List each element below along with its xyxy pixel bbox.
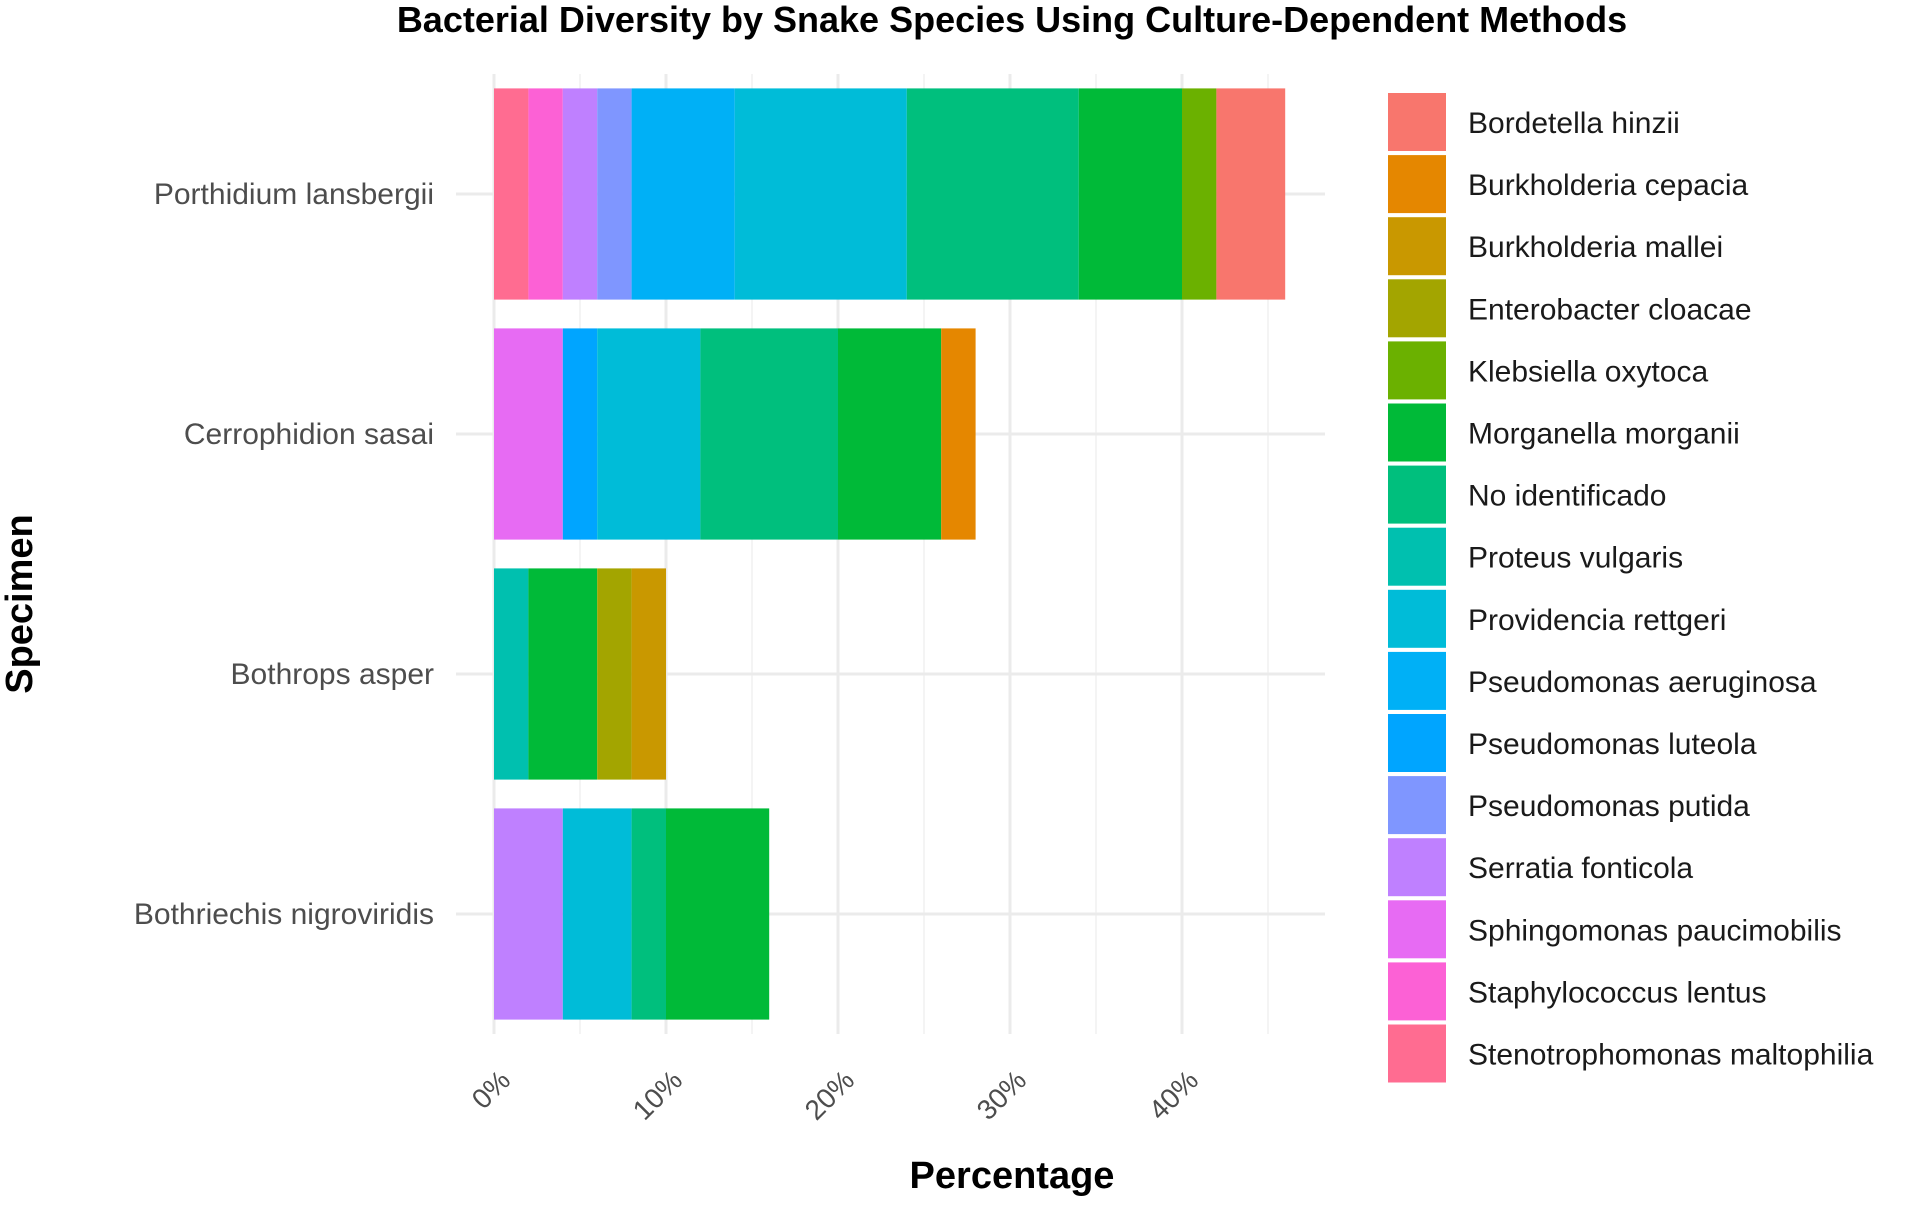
legend-label: No identificado [1468, 480, 1666, 513]
x-tick-label: 10% [627, 1064, 689, 1126]
y-tick-label: Cerrophidion sasai [184, 418, 434, 451]
legend-key [1388, 776, 1446, 835]
bar-segment [562, 808, 632, 1020]
legend-key [1388, 527, 1446, 586]
y-tick-label: Porthidium lansbergii [154, 178, 434, 211]
bar-segment [631, 808, 666, 1020]
legend-key [1388, 651, 1446, 710]
legend-key [1388, 279, 1446, 338]
legend-label: Morganella morganii [1468, 418, 1740, 451]
legend-label: Pseudomonas luteola [1468, 728, 1757, 761]
legend-key [1388, 838, 1446, 897]
x-tick-label: 0% [466, 1064, 517, 1115]
legend-key [1388, 155, 1446, 214]
legend-label: Burkholderia cepacia [1468, 169, 1748, 202]
legend: Bordetella hinzii Burkholderia cepacia Bur… [1388, 93, 1874, 1083]
plot-area: Porthidium lansbergii Cerrophidion sasai B… [134, 74, 1325, 1126]
bar-segment [528, 568, 598, 780]
legend-key [1388, 900, 1446, 959]
y-axis-title: Specimen [0, 514, 41, 694]
legend-label: Providencia rettgeri [1468, 604, 1726, 637]
legend-key [1388, 217, 1446, 276]
bar-segment [906, 88, 1079, 300]
bar-segment [838, 328, 942, 540]
bar-segment [1216, 88, 1286, 300]
legend-label: Serratia fonticola [1468, 852, 1693, 885]
bar-segment [700, 328, 838, 540]
bar-segment [631, 568, 666, 780]
legend-key [1388, 714, 1446, 772]
bar-segment [597, 568, 632, 780]
legend-label: Proteus vulgaris [1468, 542, 1683, 575]
legend-label: Sphingomonas paucimobilis [1468, 914, 1842, 947]
legend-key [1388, 403, 1446, 462]
legend-label: Klebsiella oxytoca [1468, 355, 1708, 388]
bar-segment [562, 328, 598, 540]
x-tick-label: 40% [1143, 1064, 1205, 1126]
legend-key [1388, 962, 1446, 1021]
bar-segment [528, 88, 563, 300]
y-tick-label: Bothriechis nigroviridis [134, 898, 434, 931]
x-tick-label: 30% [971, 1064, 1033, 1126]
legend-key [1388, 465, 1446, 524]
legend-label: Burkholderia mallei [1468, 231, 1723, 264]
legend-label: Pseudomonas aeruginosa [1468, 666, 1817, 699]
x-tick-label: 20% [799, 1064, 861, 1126]
bar-segment [1078, 88, 1182, 300]
bar-segment [494, 808, 563, 1020]
legend-label: Pseudomonas putida [1468, 790, 1750, 823]
bar-segment [562, 88, 598, 300]
bar-segment [494, 568, 529, 780]
legend-key [1388, 1024, 1446, 1083]
bar-segment [666, 808, 770, 1020]
legend-label: Staphylococcus lentus [1468, 976, 1767, 1009]
y-tick-label: Bothrops asper [231, 658, 434, 691]
x-axis-title: Percentage [910, 1155, 1115, 1197]
bar-segment [597, 328, 701, 540]
legend-label: Bordetella hinzii [1468, 107, 1680, 140]
bar-segment [734, 88, 907, 300]
bar-segment [494, 88, 529, 300]
bar-segment [494, 328, 563, 540]
bar-segment [631, 88, 735, 300]
bar-segment [597, 88, 632, 300]
chart-title: Bacterial Diversity by Snake Species Usi… [397, 0, 1627, 40]
bar-segment [1182, 88, 1217, 300]
legend-key [1388, 589, 1446, 648]
legend-label: Stenotrophomonas maltophilia [1468, 1039, 1874, 1072]
legend-key [1388, 93, 1446, 151]
bar-segment [941, 328, 976, 540]
legend-key [1388, 341, 1446, 400]
legend-label: Enterobacter cloacae [1468, 293, 1752, 326]
